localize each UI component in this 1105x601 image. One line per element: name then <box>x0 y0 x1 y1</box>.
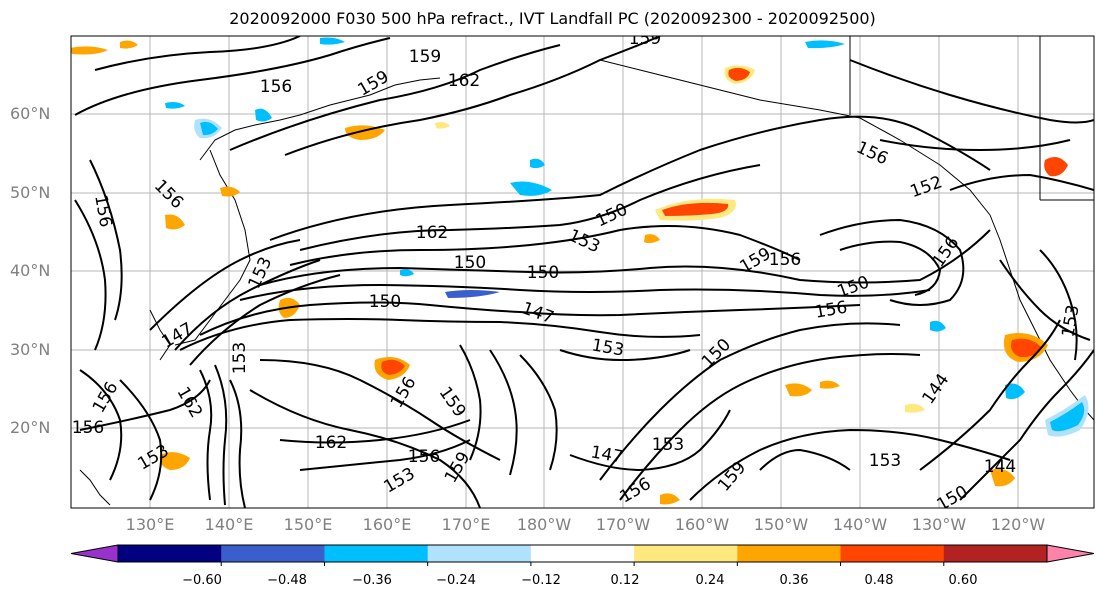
colorbar-tick-label: −0.60 <box>182 573 222 588</box>
lon-label: 170°E <box>441 515 491 534</box>
lon-label: 160°E <box>362 515 412 534</box>
colorbar-segment <box>118 545 222 562</box>
positive-anomaly-fills <box>71 40 1068 505</box>
contour-label: 159 <box>409 47 441 67</box>
lon-label: 140°W <box>832 515 888 534</box>
contour-labels: 156 159 162 159 159 156 156 152 150 153 … <box>72 29 1084 508</box>
contour-label: 156 <box>72 418 104 438</box>
contour-label: 162 <box>315 433 347 453</box>
graticule <box>71 36 1094 508</box>
contour-label: 156 <box>408 447 440 467</box>
colorbar-segment <box>840 545 945 562</box>
colorbar-tick-label: −0.48 <box>267 573 307 588</box>
map-frame <box>70 35 1095 509</box>
contour-label: 153 <box>230 342 250 374</box>
contour-label: 162 <box>448 71 480 91</box>
contour-label: 156 <box>769 250 801 270</box>
lon-label: 180°W <box>516 515 572 534</box>
lon-label: 150°E <box>283 515 333 534</box>
lat-label: 50°N <box>10 183 51 202</box>
colorbar-tick-label: 0.60 <box>948 573 978 588</box>
contour-label: 153 <box>869 451 901 471</box>
lon-label: 140°E <box>204 515 254 534</box>
contour-label: 144 <box>984 457 1016 477</box>
colorbar-tick-label: 0.36 <box>779 573 809 588</box>
colorbar-outline <box>117 544 1048 563</box>
lon-label: 120°W <box>990 515 1046 534</box>
contour-label: 162 <box>416 223 448 243</box>
colorbar-tick-label: −0.36 <box>352 573 392 588</box>
contour-label: 150 <box>369 292 401 312</box>
lat-label: 40°N <box>10 261 51 280</box>
colorbar-tick-label: 0.24 <box>695 573 725 588</box>
contour-label: 159 <box>629 29 661 49</box>
lon-label: 130°W <box>911 515 967 534</box>
lon-label: 130°E <box>125 515 175 534</box>
refractivity-contours <box>74 36 1094 508</box>
colorbar-tick-label: −0.24 <box>436 573 476 588</box>
lon-label: 170°W <box>595 515 651 534</box>
lat-label: 20°N <box>10 418 51 437</box>
contour-label: 156 <box>260 77 292 97</box>
colorbar-segment <box>427 545 532 562</box>
lon-label: 150°W <box>753 515 809 534</box>
colorbar-segment <box>221 545 325 562</box>
colorbar-extend-min <box>70 544 119 563</box>
colorbar-segment <box>737 545 842 562</box>
colorbar-segment <box>530 545 635 562</box>
colorbar-segment <box>324 545 429 562</box>
lat-label: 60°N <box>10 104 51 123</box>
contour-label: 150 <box>527 263 559 283</box>
contour-label: 153 <box>652 435 684 455</box>
colorbar-tick-label: 0.48 <box>864 573 894 588</box>
colorbar-tick-label: −0.12 <box>521 573 561 588</box>
colorbar-extend-max <box>1046 544 1095 563</box>
negative-anomaly-fills <box>165 37 1089 437</box>
colorbar-segment <box>634 545 738 562</box>
colorbar-segment <box>943 545 1048 562</box>
contour-label: 150 <box>454 253 486 273</box>
lat-label: 30°N <box>10 340 51 359</box>
colorbar-tick-label: 0.12 <box>610 573 640 588</box>
map-title: 2020092000 F030 500 hPa refract., IVT La… <box>229 9 876 28</box>
lon-label: 160°W <box>674 515 730 534</box>
